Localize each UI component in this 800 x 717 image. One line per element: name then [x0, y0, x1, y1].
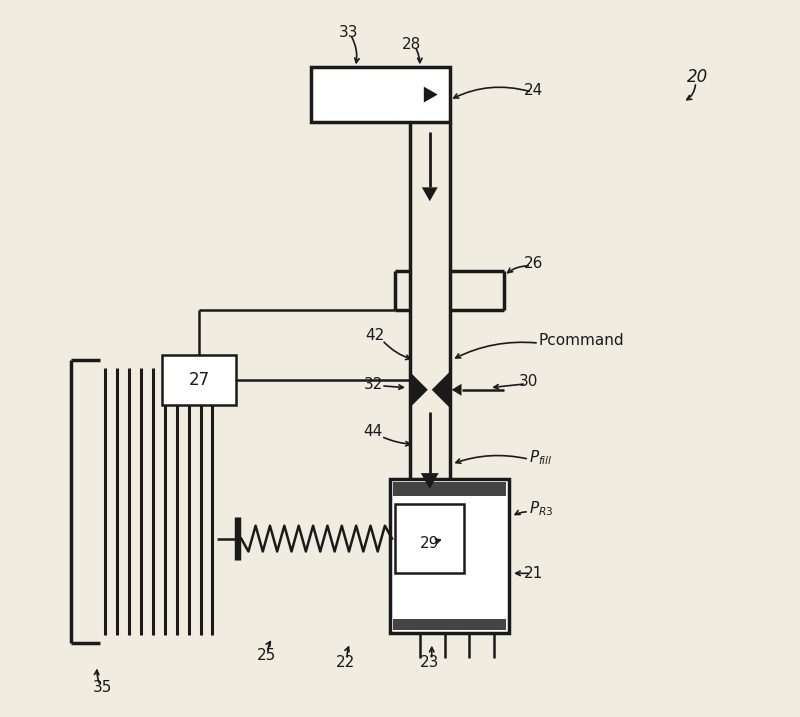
Text: 24: 24 [524, 82, 543, 98]
Polygon shape [451, 384, 462, 396]
Text: 32: 32 [363, 377, 383, 392]
Polygon shape [432, 372, 450, 408]
Text: 26: 26 [524, 256, 544, 271]
Text: 29: 29 [420, 536, 439, 551]
Polygon shape [421, 473, 438, 489]
Text: 33: 33 [338, 25, 358, 40]
Polygon shape [410, 372, 428, 408]
Bar [162, 355, 236, 404]
Text: 30: 30 [519, 374, 538, 389]
Text: 23: 23 [420, 655, 439, 670]
Text: 35: 35 [93, 680, 112, 695]
Polygon shape [422, 187, 438, 201]
Bar [390, 479, 509, 633]
Polygon shape [424, 87, 438, 103]
Text: 28: 28 [402, 37, 422, 52]
Text: Pcommand: Pcommand [539, 333, 625, 348]
Bar [395, 504, 465, 574]
Text: 22: 22 [336, 655, 355, 670]
Text: $P_{R3}$: $P_{R3}$ [529, 500, 554, 518]
Text: 42: 42 [366, 328, 385, 343]
Text: 20: 20 [687, 68, 708, 86]
Text: 21: 21 [524, 566, 543, 581]
Bar [310, 67, 450, 122]
Text: 44: 44 [363, 424, 383, 439]
Bar [393, 482, 506, 496]
Text: $P_{fill}$: $P_{fill}$ [529, 448, 553, 467]
Text: 25: 25 [257, 648, 276, 663]
Text: 27: 27 [189, 371, 210, 389]
Bar [393, 619, 506, 630]
